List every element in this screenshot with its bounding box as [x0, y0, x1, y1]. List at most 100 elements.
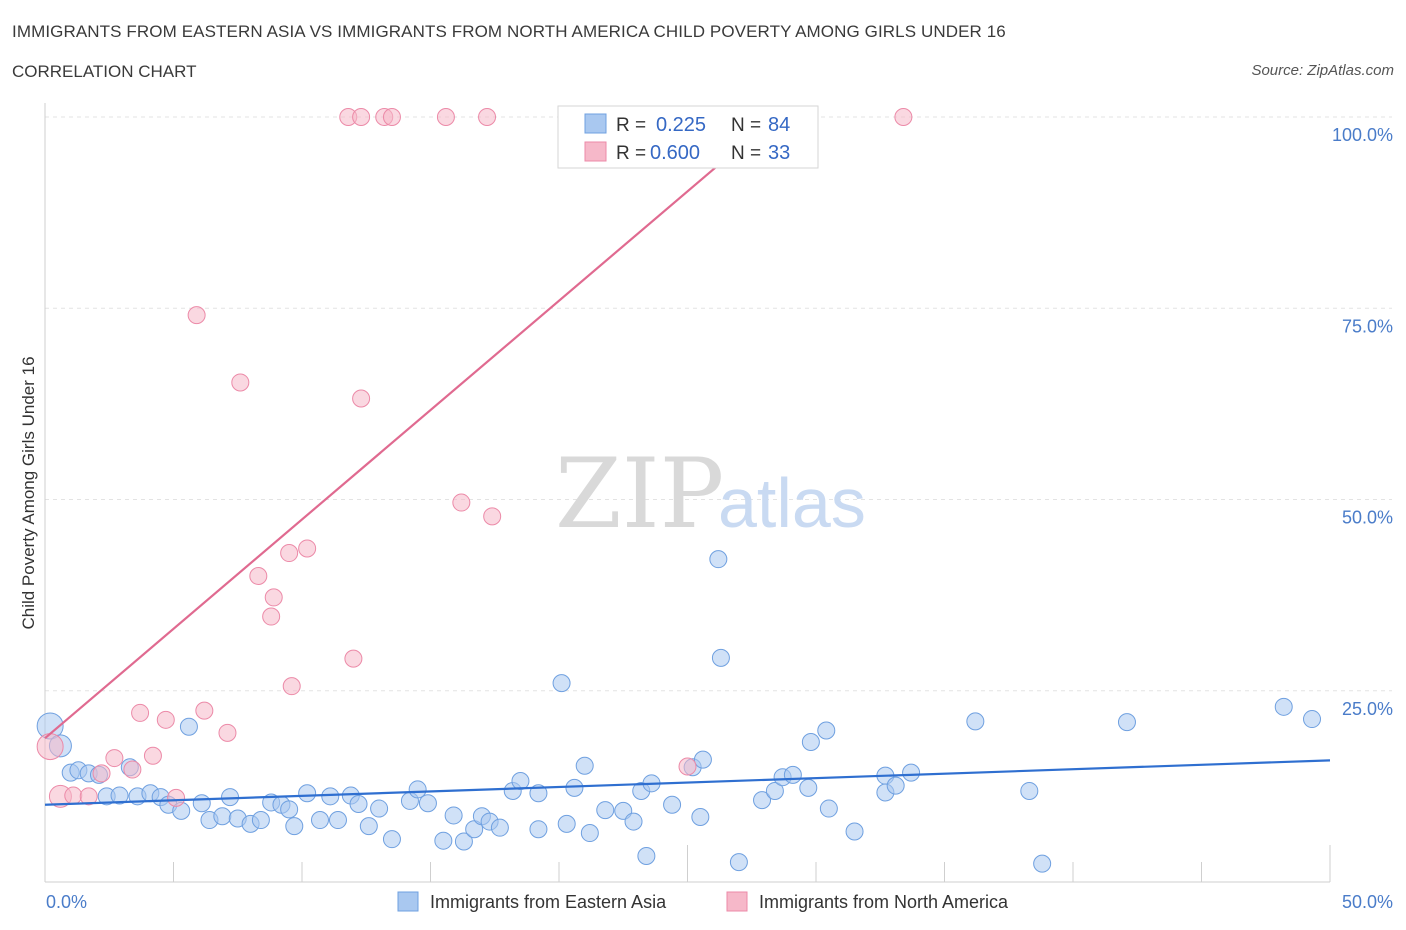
point-eastern-asia-37: [418, 794, 437, 813]
point-eastern-asia-64: [709, 550, 728, 569]
point-north-america-2: [64, 786, 83, 805]
source-label: Source: ZipAtlas.com: [1251, 62, 1394, 79]
point-eastern-asia-65: [711, 648, 730, 667]
y-axis-title: Child Poverty Among Girls Under 16: [19, 356, 38, 629]
point-eastern-asia-60: [663, 795, 682, 814]
chart-title: IMMIGRANTS FROM EASTERN ASIA VS IMMIGRAN…: [12, 22, 1006, 41]
point-north-america-28: [452, 493, 471, 512]
chart-subtitle: CORRELATION CHART: [12, 62, 197, 81]
point-eastern-asia-63: [691, 807, 710, 826]
y-tick-label-3: 25.0%: [1342, 699, 1393, 719]
point-north-america-7: [131, 703, 150, 722]
point-eastern-asia-83: [1117, 713, 1136, 732]
point-north-america-22: [352, 108, 371, 126]
point-eastern-asia-81: [1020, 781, 1039, 800]
legend-box: R = 0.225 N = 84 R = 0.600 N = 33: [557, 105, 819, 169]
point-eastern-asia-25: [285, 817, 304, 836]
point-north-america-10: [167, 788, 186, 807]
point-north-america-15: [249, 567, 268, 585]
point-eastern-asia-67: [753, 791, 772, 810]
series-eastern-asia: [36, 550, 1322, 873]
point-north-america-12: [195, 701, 214, 720]
point-eastern-asia-31: [349, 794, 368, 813]
point-eastern-asia-27: [310, 811, 329, 830]
point-north-america-13: [218, 723, 237, 742]
legend-swatch-pink: [584, 141, 607, 162]
legend-n-value-2: 33: [768, 142, 790, 164]
trend-line-north-america: [44, 116, 776, 740]
legend-r-value-1: 0.225: [656, 114, 706, 136]
point-eastern-asia-78: [886, 776, 905, 795]
point-north-america-0: [36, 733, 64, 761]
point-north-america-26: [382, 108, 401, 126]
point-eastern-asia-34: [382, 830, 401, 849]
x-tick-label-min: 0.0%: [46, 892, 87, 912]
point-eastern-asia-40: [454, 832, 473, 851]
x-tick-label-max: 50.0%: [1342, 892, 1393, 912]
point-north-america-31: [678, 757, 697, 776]
point-north-america-23: [344, 649, 363, 668]
point-north-america-3: [79, 787, 98, 806]
point-north-america-8: [143, 746, 162, 765]
point-eastern-asia-79: [902, 763, 921, 782]
point-north-america-29: [478, 108, 497, 126]
bottom-legend-swatch-pink: [726, 891, 748, 912]
point-north-america-30: [483, 507, 502, 526]
y-tick-label-2: 50.0%: [1342, 508, 1393, 528]
grid-lines: [45, 116, 1392, 692]
point-eastern-asia-49: [557, 814, 576, 833]
point-eastern-asia-66: [729, 853, 748, 872]
point-eastern-asia-32: [359, 817, 378, 836]
point-eastern-asia-36: [408, 780, 427, 799]
legend-n-label-2: N =: [731, 143, 761, 164]
point-north-america-18: [280, 544, 299, 563]
point-eastern-asia-24: [280, 800, 299, 819]
point-eastern-asia-17: [213, 807, 232, 826]
point-north-america-5: [105, 749, 124, 768]
legend-swatch-blue: [584, 113, 607, 134]
point-eastern-asia-39: [444, 806, 463, 825]
point-north-america-20: [298, 539, 317, 558]
point-north-america-27: [436, 108, 455, 126]
point-eastern-asia-72: [801, 733, 820, 752]
point-eastern-asia-21: [251, 811, 270, 830]
point-eastern-asia-28: [321, 787, 340, 806]
point-eastern-asia-84: [1274, 697, 1293, 716]
legend-r-label-1: R =: [616, 115, 646, 136]
legend-r-label-2: R =: [616, 143, 646, 164]
point-eastern-asia-56: [580, 824, 599, 843]
point-north-america-24: [352, 389, 371, 408]
legend-r-value-2: 0.600: [650, 142, 700, 164]
y-tick-label-0: 100.0%: [1332, 125, 1393, 145]
point-eastern-asia-26: [298, 784, 317, 803]
point-eastern-asia-74: [817, 721, 836, 740]
point-eastern-asia-85: [1303, 710, 1322, 729]
point-north-america-14: [231, 373, 250, 392]
point-eastern-asia-53: [596, 801, 615, 820]
bottom-legend-label-pink: Immigrants from North America: [759, 892, 1009, 912]
point-eastern-asia-29: [328, 811, 347, 830]
point-eastern-asia-14: [179, 717, 198, 736]
point-eastern-asia-51: [565, 778, 584, 797]
point-eastern-asia-52: [575, 756, 594, 775]
trend-line-eastern-asia: [44, 759, 1331, 806]
point-eastern-asia-70: [783, 765, 802, 784]
point-eastern-asia-73: [819, 799, 838, 818]
point-eastern-asia-62: [693, 750, 712, 769]
point-eastern-asia-46: [511, 772, 530, 791]
y-tick-label-1: 75.0%: [1342, 316, 1393, 336]
point-eastern-asia-48: [529, 820, 548, 839]
point-eastern-asia-38: [434, 831, 453, 850]
point-eastern-asia-50: [552, 674, 571, 693]
point-eastern-asia-15: [192, 794, 211, 813]
bottom-legend: Immigrants from Eastern Asia Immigrants …: [397, 891, 1009, 912]
point-eastern-asia-47: [529, 784, 548, 803]
point-north-america-19: [282, 677, 301, 696]
point-eastern-asia-55: [624, 812, 643, 831]
point-north-america-9: [156, 710, 175, 729]
bottom-legend-swatch-blue: [397, 891, 419, 912]
point-north-america-6: [123, 760, 142, 779]
watermark: ZIP atlas: [555, 438, 866, 550]
point-north-america-17: [264, 588, 283, 607]
